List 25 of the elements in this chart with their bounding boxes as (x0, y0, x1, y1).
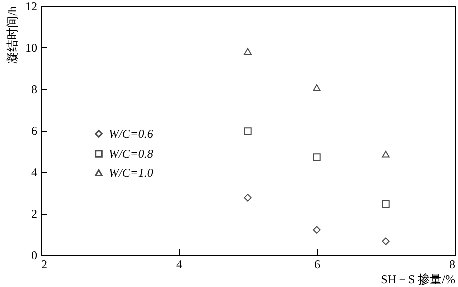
legend-label: W/C=1.0 (109, 166, 154, 180)
y-tick-label: 8 (32, 82, 38, 96)
y-tick-label: 4 (32, 166, 38, 180)
y-axis-title: 凝结时间/h (6, 6, 20, 64)
x-tick-label: 4 (176, 258, 182, 272)
point (313, 154, 321, 162)
legend-label: W/C=0.8 (109, 147, 154, 161)
point (382, 200, 390, 208)
y-tick-label: 2 (32, 207, 38, 221)
point (244, 194, 252, 202)
x-axis-title: SH－S 掺量/% (381, 272, 456, 286)
point (244, 48, 252, 56)
x-tick-label: 2 (42, 258, 48, 272)
y-tick-label: 0 (32, 248, 38, 262)
point (244, 128, 252, 136)
y-tick-label: 12 (26, 0, 38, 14)
point (382, 150, 390, 158)
legend-label: W/C=0.6 (109, 127, 154, 141)
y-tick-label: 6 (32, 124, 38, 138)
point (382, 238, 390, 246)
x-tick-label: 8 (450, 258, 456, 272)
point (313, 226, 321, 234)
x-tick-label: 6 (314, 258, 320, 272)
point (313, 84, 321, 92)
y-tick-label: 10 (26, 41, 38, 55)
